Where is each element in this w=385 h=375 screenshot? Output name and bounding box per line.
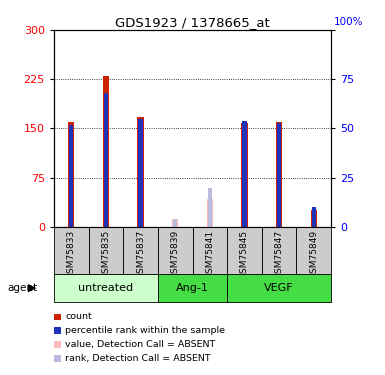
Bar <box>68 122 74 227</box>
Bar <box>69 124 73 227</box>
Text: 100%: 100% <box>334 17 363 27</box>
Text: GSM75835: GSM75835 <box>101 230 110 279</box>
Text: ▶: ▶ <box>28 283 36 293</box>
Bar <box>158 274 227 302</box>
Bar <box>296 227 331 274</box>
Bar <box>311 210 317 227</box>
Text: GSM75841: GSM75841 <box>205 230 214 279</box>
Text: GSM75833: GSM75833 <box>67 230 76 279</box>
Text: percentile rank within the sample: percentile rank within the sample <box>65 326 226 335</box>
Bar <box>54 227 89 274</box>
Bar <box>103 76 109 227</box>
Text: count: count <box>65 312 92 321</box>
Bar <box>54 274 158 302</box>
Text: Ang-1: Ang-1 <box>176 283 209 293</box>
Text: VEGF: VEGF <box>264 283 294 293</box>
Bar <box>276 122 282 227</box>
Bar <box>262 227 296 274</box>
Bar <box>227 227 262 274</box>
Bar <box>137 117 144 227</box>
Bar <box>312 207 316 227</box>
Text: GSM75839: GSM75839 <box>171 230 180 279</box>
Bar <box>158 227 192 274</box>
Bar <box>123 227 158 274</box>
Bar <box>89 227 123 274</box>
Text: untreated: untreated <box>78 283 134 293</box>
Text: value, Detection Call = ABSENT: value, Detection Call = ABSENT <box>65 340 216 349</box>
Text: agent: agent <box>8 283 38 293</box>
Text: rank, Detection Call = ABSENT: rank, Detection Call = ABSENT <box>65 354 211 363</box>
Bar <box>139 118 142 227</box>
Bar <box>277 123 281 227</box>
Bar <box>227 274 331 302</box>
Bar <box>207 200 213 227</box>
Title: GDS1923 / 1378665_at: GDS1923 / 1378665_at <box>115 16 270 29</box>
Bar <box>173 219 177 227</box>
Bar <box>104 93 108 227</box>
Bar <box>241 123 248 227</box>
Text: GSM75847: GSM75847 <box>275 230 284 279</box>
Text: GSM75849: GSM75849 <box>309 230 318 279</box>
Text: GSM75845: GSM75845 <box>240 230 249 279</box>
Bar <box>208 188 212 227</box>
Text: GSM75837: GSM75837 <box>136 230 145 279</box>
Bar <box>243 121 246 227</box>
Bar <box>172 219 178 227</box>
Bar <box>192 227 227 274</box>
